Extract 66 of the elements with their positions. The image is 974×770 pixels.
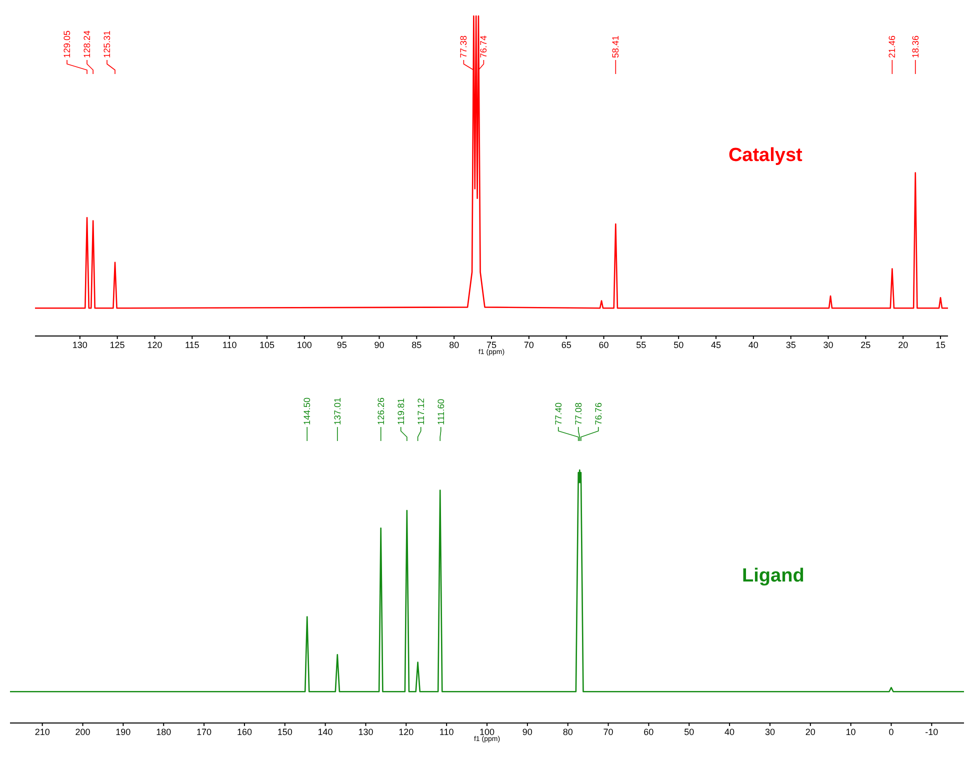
annotation: 137.01: [332, 397, 342, 425]
x-tick-label: 180: [156, 727, 172, 737]
annotation: 76.74: [478, 35, 489, 58]
annotation: 111.60: [436, 398, 446, 425]
x-tick-label: 130: [358, 727, 374, 737]
annotation: 21.46: [887, 35, 898, 58]
x-tick-label: 70: [524, 340, 534, 350]
x-tick-label: 85: [412, 340, 422, 350]
x-tick-label: 40: [748, 340, 758, 350]
x-tick-label: 50: [684, 727, 694, 737]
x-tick-label: 25: [860, 340, 871, 350]
x-tick-label: 40: [724, 727, 735, 737]
text: Ligand: [742, 566, 804, 586]
annotation: 77.40: [553, 402, 564, 425]
x-tick-label: 20: [805, 727, 816, 737]
x-tick-label: 0: [888, 727, 894, 737]
x-tick-label: 10: [846, 727, 856, 737]
annotation: 117.12: [416, 398, 426, 425]
x-tick-label: 30: [823, 340, 834, 350]
x-tick-label: 20: [898, 340, 908, 350]
annotation: 129.05: [62, 30, 72, 58]
annotation: 128.24: [82, 30, 92, 58]
x-tick-label: 100: [479, 727, 495, 737]
x-tick-label: 160: [236, 727, 252, 737]
x-tick-label: 35: [786, 340, 796, 350]
x-tick-label: 210: [34, 727, 50, 737]
x-tick-label: 150: [277, 727, 292, 737]
x-tick-label: -10: [925, 727, 938, 737]
text: Catalyst: [728, 145, 804, 166]
x-tick-label: 125: [110, 340, 125, 350]
x-tick-label: 45: [711, 340, 722, 350]
x-tick-label: 90: [522, 727, 532, 737]
x-tick-label: 95: [336, 340, 347, 350]
x-tick-label: 15: [936, 340, 946, 350]
x-tick-label: 120: [147, 340, 162, 350]
x-tick-label: 30: [764, 727, 775, 737]
annotation: 119.81: [396, 398, 406, 425]
x-tick-label: 100: [296, 340, 312, 350]
annotation: 77.38: [458, 35, 469, 58]
x-tick-label: 60: [644, 727, 654, 737]
annotation: 125.31: [102, 30, 112, 58]
annotation: 58.41: [610, 35, 621, 58]
x-tick-label: 70: [603, 727, 614, 737]
x-tick-label: 200: [75, 727, 90, 737]
x-tick-label: 110: [439, 727, 454, 737]
x-tick-label: 80: [449, 340, 460, 350]
x-tick-label: 115: [184, 340, 200, 350]
x-tick-label: 120: [398, 727, 414, 737]
annotation: 18.36: [910, 35, 920, 58]
x-tick-label: 170: [196, 727, 212, 737]
x-tick-label: 50: [674, 340, 684, 350]
x-tick-label: 130: [72, 340, 88, 350]
annotation: 126.26: [376, 397, 386, 425]
x-tick-label: 190: [116, 727, 131, 737]
x-tick-label: 140: [318, 727, 333, 737]
x-tick-label: 110: [222, 340, 237, 350]
x-tick-label: 80: [562, 727, 573, 737]
x-tick-label: 55: [636, 340, 646, 350]
annotation: 76.76: [593, 402, 604, 425]
x-tick-label: 90: [374, 340, 384, 350]
x-tick-label: 65: [561, 340, 572, 350]
x-tick-label: 75: [486, 340, 497, 350]
annotation: 77.08: [573, 402, 584, 425]
x-tick-label: 60: [598, 340, 609, 350]
x-tick-label: 105: [259, 340, 275, 350]
annotation: 144.50: [302, 397, 312, 425]
